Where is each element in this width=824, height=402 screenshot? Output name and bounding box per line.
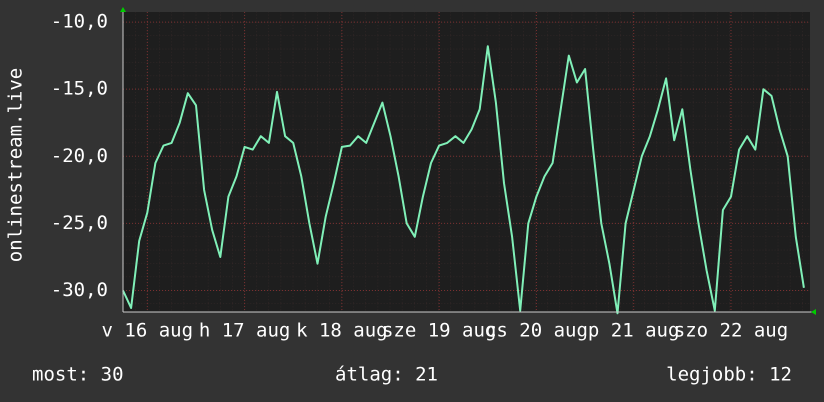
data-line bbox=[122, 45, 805, 315]
y-tick-label: -15,0 bbox=[51, 78, 108, 100]
y-axis-label: onlinestream.live bbox=[5, 68, 27, 262]
x-tick-label: p 21 aug bbox=[588, 320, 680, 342]
y-tick-label: -30,0 bbox=[51, 279, 108, 301]
x-tick-label: v 16 aug bbox=[102, 320, 194, 342]
footer-current: most: 30 bbox=[32, 364, 124, 386]
footer-best: legjobb: 12 bbox=[666, 364, 792, 386]
x-tick-label: k 18 aug bbox=[296, 320, 388, 342]
footer-average: átlag: 21 bbox=[335, 364, 438, 386]
x-tick-label: sze 19 aug bbox=[382, 320, 496, 342]
y-tick-label: -20,0 bbox=[51, 145, 108, 167]
x-tick-label: cs 20 aug bbox=[485, 320, 588, 342]
y-tick-label: -25,0 bbox=[51, 212, 108, 234]
minor-grid bbox=[123, 12, 810, 312]
y-tick-label: -10,0 bbox=[51, 11, 108, 33]
x-arrow bbox=[811, 309, 816, 315]
y-arrow bbox=[120, 7, 126, 12]
x-tick-label: h 17 aug bbox=[199, 320, 291, 342]
x-tick-label: szo 22 aug bbox=[674, 320, 788, 342]
